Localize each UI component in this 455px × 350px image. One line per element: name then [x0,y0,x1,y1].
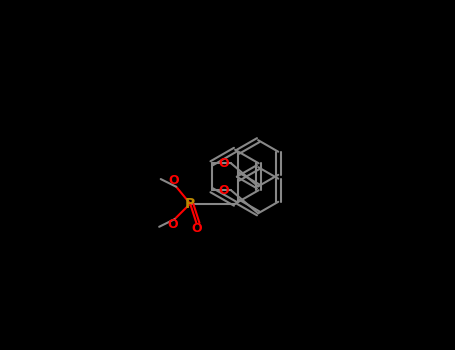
Text: O: O [218,157,228,170]
Text: O: O [168,218,178,231]
Text: O: O [191,222,202,235]
Text: O: O [218,184,228,197]
Text: O: O [169,174,179,187]
Text: P: P [185,197,195,211]
